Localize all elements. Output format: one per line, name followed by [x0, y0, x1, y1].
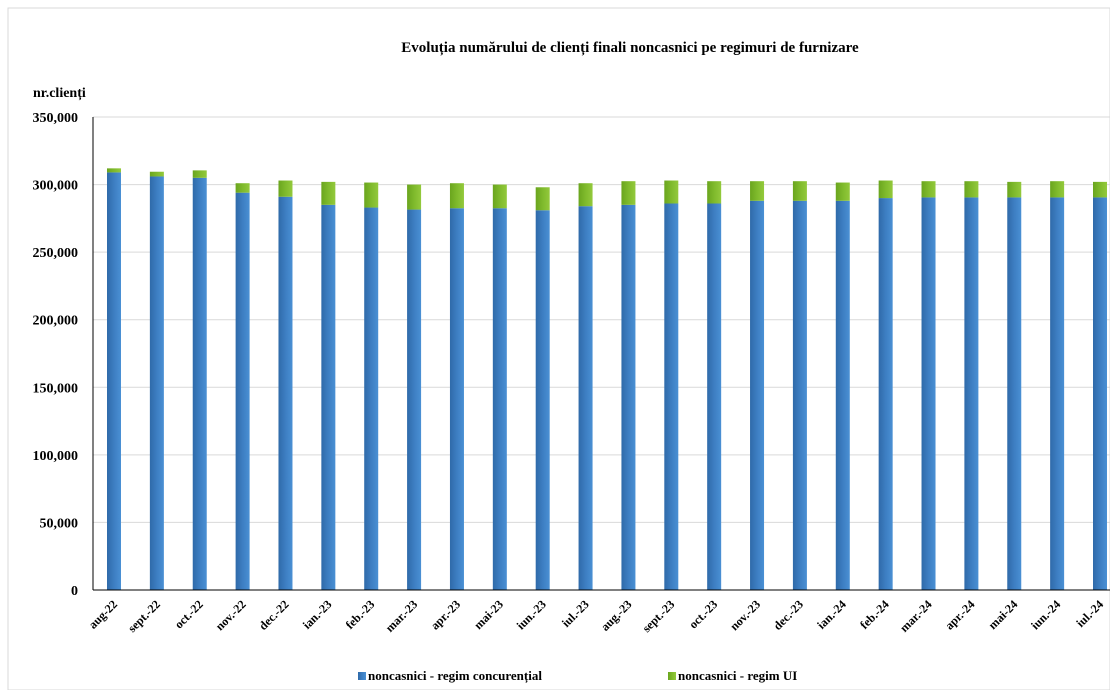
bar-concurential: [664, 203, 679, 590]
chart-title: Evoluția numărului de clienți finali non…: [401, 40, 859, 56]
bar-ui: [578, 183, 593, 207]
bar-concurential: [964, 197, 979, 590]
bar-ui: [449, 183, 464, 209]
bars: [107, 168, 1107, 591]
legend-swatch-ui: [668, 672, 676, 680]
bar-ui: [964, 181, 979, 198]
bar-ui: [321, 181, 336, 205]
bar-concurential: [621, 204, 636, 591]
bar-ui: [621, 181, 636, 205]
y-tick-label: 200,000: [33, 314, 79, 329]
legend-label-concurential: noncasnici - regim concurențial: [368, 668, 542, 684]
y-tick-label: 50,000: [40, 516, 79, 531]
bar-concurential: [707, 203, 722, 590]
bar-ui: [707, 181, 722, 204]
bar-ui: [492, 184, 507, 209]
bar-ui: [107, 168, 121, 173]
bar-concurential: [750, 200, 765, 590]
bar-ui: [921, 181, 936, 198]
y-tick-label: 350,000: [33, 111, 79, 126]
y-tick-label: 100,000: [33, 449, 79, 464]
bar-concurential: [449, 208, 464, 590]
y-tick-label: 0: [71, 584, 78, 599]
bar-concurential: [364, 207, 379, 590]
y-tick-label: 300,000: [33, 179, 79, 194]
y-axis-ticks: 0 50,000 100,000 150,000 200,000 250,000 300,0…: [33, 111, 79, 599]
bar-concurential: [1007, 197, 1022, 590]
bar-ui: [235, 183, 250, 193]
y-axis-label: nr.clienți: [33, 86, 86, 101]
bar-concurential: [192, 177, 207, 591]
legend-swatch-concurential: [358, 672, 366, 680]
legend-label-ui: noncasnici - regim UI: [678, 668, 797, 683]
bar-concurential: [535, 210, 550, 590]
chart-area: [7, 7, 1110, 690]
bar-concurential: [149, 176, 164, 590]
y-tick-label: 150,000: [33, 381, 79, 396]
bar-ui: [792, 181, 807, 201]
bar-concurential: [235, 192, 250, 590]
bar-concurential: [921, 197, 936, 590]
legend: noncasnici - regim concurențial noncasni…: [358, 668, 797, 684]
bar-ui: [364, 182, 379, 208]
bar-ui: [192, 170, 207, 178]
bar-concurential: [1050, 197, 1065, 590]
bar-concurential: [107, 172, 121, 590]
bar-ui: [278, 180, 293, 197]
bar-concurential: [278, 196, 293, 590]
bar-ui: [407, 184, 422, 210]
bar-ui: [535, 187, 550, 211]
bar-ui: [1050, 181, 1065, 198]
bar-concurential: [792, 200, 807, 590]
y-tick-label: 250,000: [33, 246, 79, 261]
bar-concurential: [407, 209, 422, 590]
bar-concurential: [878, 198, 893, 591]
bar-ui: [664, 180, 679, 204]
gridlines: [93, 116, 1110, 523]
bar-ui: [835, 182, 850, 201]
bar-ui: [1093, 181, 1107, 198]
bar-ui: [149, 171, 164, 177]
bar-ui: [1007, 181, 1022, 198]
bar-concurential: [578, 206, 593, 591]
bar-concurential: [321, 204, 336, 591]
bar-concurential: [1093, 197, 1107, 590]
bar-ui: [750, 181, 765, 201]
bar-ui: [878, 180, 893, 199]
bar-concurential: [492, 208, 507, 590]
bar-concurential: [835, 200, 850, 590]
